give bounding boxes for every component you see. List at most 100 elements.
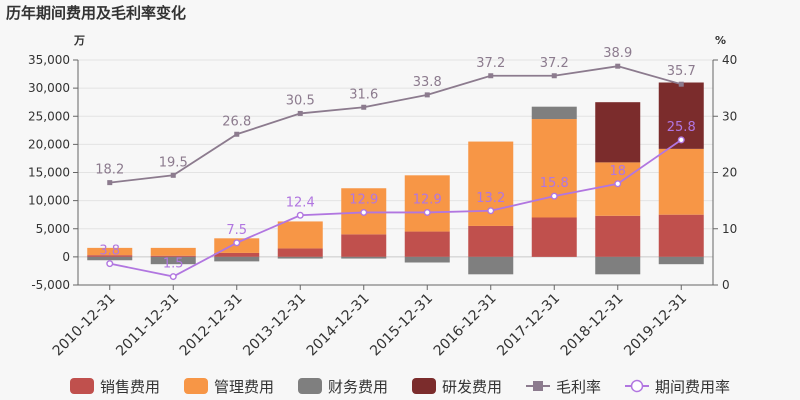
legend-label-bar-0: 销售费用 [100,378,160,396]
line-series-1-label-2: 7.5 [226,223,247,238]
line-series-1-label-9: 25.8 [667,120,696,135]
line-series-1-point-2 [233,239,241,247]
line-series-0-point-1 [170,172,176,178]
line-series-0-point-4 [361,104,367,110]
x-tick-label: 2015-12-31 [367,291,436,360]
legend-label-line-1: 期间费用率 [655,378,730,396]
line-series-1-label-7: 15.8 [540,176,569,191]
legend-swatch-bar-2 [298,378,322,394]
bar-series-0-bar-2 [214,252,260,257]
line-series-1-label-0: 3.8 [99,244,120,259]
left-tick-label: 20,000 [28,137,70,151]
left-tick-label: 10,000 [28,194,70,208]
right-tick-label: 30 [722,109,737,123]
left-tick-label: 5,000 [36,222,70,236]
bar-series-2-bar-8 [595,256,641,275]
line-series-0-point-6 [488,73,494,79]
line-series: 18.2 19.5 26.8 30.5 31.6 33.8 37.2 37.2 38.9 35.7… [95,46,696,281]
line-series-0-point-8 [615,63,621,69]
line-series-1-point-9 [677,136,685,144]
bar-series-0-bar-4 [341,234,387,257]
left-tick-label: 30,000 [28,81,70,95]
line-series-1-point-3 [296,211,304,219]
left-tick-label: 35,000 [28,53,70,67]
line-series-0-point-0 [107,180,113,186]
left-axis-ticks: 35,000 30,000 25,000 20,000 15,000 10,000 5,00… [28,53,79,292]
bar-series-0-bar-5 [404,231,450,257]
line-series-1-point-0 [106,260,114,268]
line-series-1-label-8: 18 [609,164,626,179]
bar-series-2-bar-6 [468,256,514,275]
line-series-0-label-9: 35.7 [667,64,696,79]
line-series-1-label-1: 1.5 [163,257,184,272]
left-tick-label: 0 [62,250,70,264]
right-axis-unit: % [715,34,726,47]
x-tick-label: 2012-12-31 [177,291,246,360]
legend-label-bar-3: 研发费用 [442,378,502,396]
bar-series-0-bar-0 [87,255,133,257]
line-series-1-label-4: 12.9 [349,192,378,207]
line-series-1-label-6: 13.2 [476,191,505,206]
x-tick-label: 2017-12-31 [494,291,563,360]
legend-marker-1 [630,379,644,393]
x-tick-label: 2018-12-31 [558,291,627,360]
left-tick-label: -5,000 [31,278,70,292]
line-series-0-point-9 [678,81,684,87]
bar-series-0-bar-8 [595,215,641,257]
right-tick-label: 20 [722,166,737,180]
line-series-0-label-8: 38.9 [603,46,632,61]
bar-series-1-bar-8 [595,162,641,216]
bar-series-2-bar-1 [150,256,196,265]
right-axis-ticks: 40 30 20 10 0 [712,53,737,292]
bar-series-0-bar-1 [150,255,196,257]
bar-series-0-bar-3 [277,248,323,257]
line-series-1-point-8 [614,180,622,188]
x-tick-label: 2019-12-31 [621,291,690,360]
legend-swatch-bar-3 [412,378,436,394]
bar-series-0-bar-6 [468,225,514,257]
line-series-0-label-2: 26.8 [222,114,251,129]
bar-series-2-bar-7 [531,106,577,120]
legend-label-bar-1: 管理费用 [214,378,274,396]
legend: 销售费用 管理费用 财务费用 研发费用 毛利率 期间费用率 [70,378,730,396]
right-tick-label: 10 [722,222,737,236]
right-tick-label: 0 [722,278,730,292]
left-tick-label: 25,000 [28,109,70,123]
line-series-0-path [109,65,682,184]
bar-series-2-bar-5 [404,256,450,263]
line-series-1-label-3: 12.4 [286,195,315,210]
left-tick-label: 15,000 [28,166,70,180]
bar-series-2-bar-9 [658,256,704,265]
line-series-0-label-7: 37.2 [540,56,569,71]
bar-series-1-bar-1 [150,247,196,256]
bar-series [87,82,704,275]
line-series-0-point-7 [551,73,557,79]
chart-title: 历年期间费用及毛利率变化 [6,4,186,22]
line-series-0-label-5: 33.8 [413,75,442,90]
line-series-0-point-2 [234,131,240,137]
bar-series-0-bar-7 [531,217,577,257]
x-tick-label: 2013-12-31 [240,291,309,360]
line-series-0-label-4: 31.6 [349,87,378,102]
line-series-1-point-5 [423,208,431,216]
bar-series-1-bar-0 [87,247,133,256]
x-tick-label: 2014-12-31 [304,291,373,360]
legend-label-line-0: 毛利率 [556,378,601,396]
right-tick-label: 40 [722,53,737,67]
line-series-0-label-3: 30.5 [286,93,315,108]
bar-series-1-bar-9 [658,148,704,215]
bar-series-3-bar-8 [595,102,641,163]
line-series-0-point-3 [297,110,303,116]
bar-series-1-bar-7 [531,119,577,218]
line-series-1-label-5: 12.9 [413,192,442,207]
line-series-1-point-6 [487,207,495,215]
line-series-1-point-4 [360,208,368,216]
line-series-1-path [109,139,682,278]
line-series-1-point-1 [169,273,177,281]
line-series-1-point-7 [550,192,558,200]
x-axis-ticks: 2010-12-312011-12-312012-12-312013-12-31… [50,284,713,360]
line-series-0-label-1: 19.5 [159,155,188,170]
x-tick-label: 2010-12-31 [50,291,119,360]
bar-series-2-bar-3 [277,256,323,259]
